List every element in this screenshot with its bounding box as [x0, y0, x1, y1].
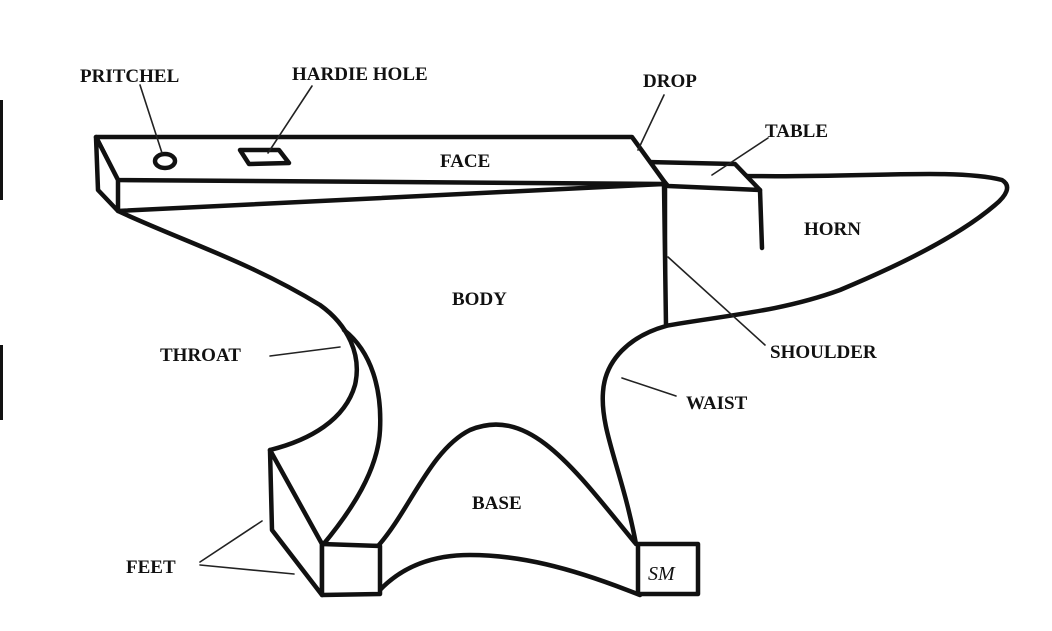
label-body: BODY — [452, 289, 507, 310]
label-hardie-hole: HARDIE HOLE — [292, 64, 428, 85]
face-end — [93, 134, 121, 214]
maker-mark: SM — [648, 563, 676, 585]
right-foot-front — [635, 541, 701, 597]
hardie-hole-square — [237, 147, 292, 167]
throat-curve — [319, 327, 383, 549]
feet-leader-upper — [199, 520, 263, 563]
label-table: TABLE — [765, 121, 828, 142]
anvil-face — [93, 134, 669, 187]
waist-leader — [621, 377, 677, 397]
label-feet: FEET — [126, 557, 176, 578]
label-base: BASE — [472, 493, 522, 514]
left-edge-mark-top — [0, 100, 3, 200]
pritchel-leader — [139, 84, 163, 154]
label-waist: WAIST — [686, 393, 748, 414]
pritchel-hole — [152, 151, 178, 171]
label-face: FACE — [440, 151, 490, 172]
feet-leader-lower — [199, 564, 295, 575]
left-edge-mark-bottom — [0, 345, 3, 420]
shoulder-leader — [667, 256, 766, 346]
anvil-body — [115, 181, 669, 598]
label-drop: DROP — [643, 71, 697, 92]
base-arch — [375, 422, 639, 549]
label-throat: THROAT — [160, 345, 241, 366]
hardie-hole-leader — [267, 85, 313, 154]
throat-leader — [269, 346, 341, 357]
table-front-edge — [757, 187, 765, 251]
drop-leader — [637, 94, 665, 151]
table-leader — [711, 137, 769, 176]
left-foot-front — [319, 541, 383, 598]
anvil-horn — [662, 167, 1010, 329]
label-shoulder: SHOULDER — [770, 342, 877, 363]
label-horn: HORN — [804, 219, 861, 240]
label-pritchel: PRITCHEL — [80, 66, 179, 87]
